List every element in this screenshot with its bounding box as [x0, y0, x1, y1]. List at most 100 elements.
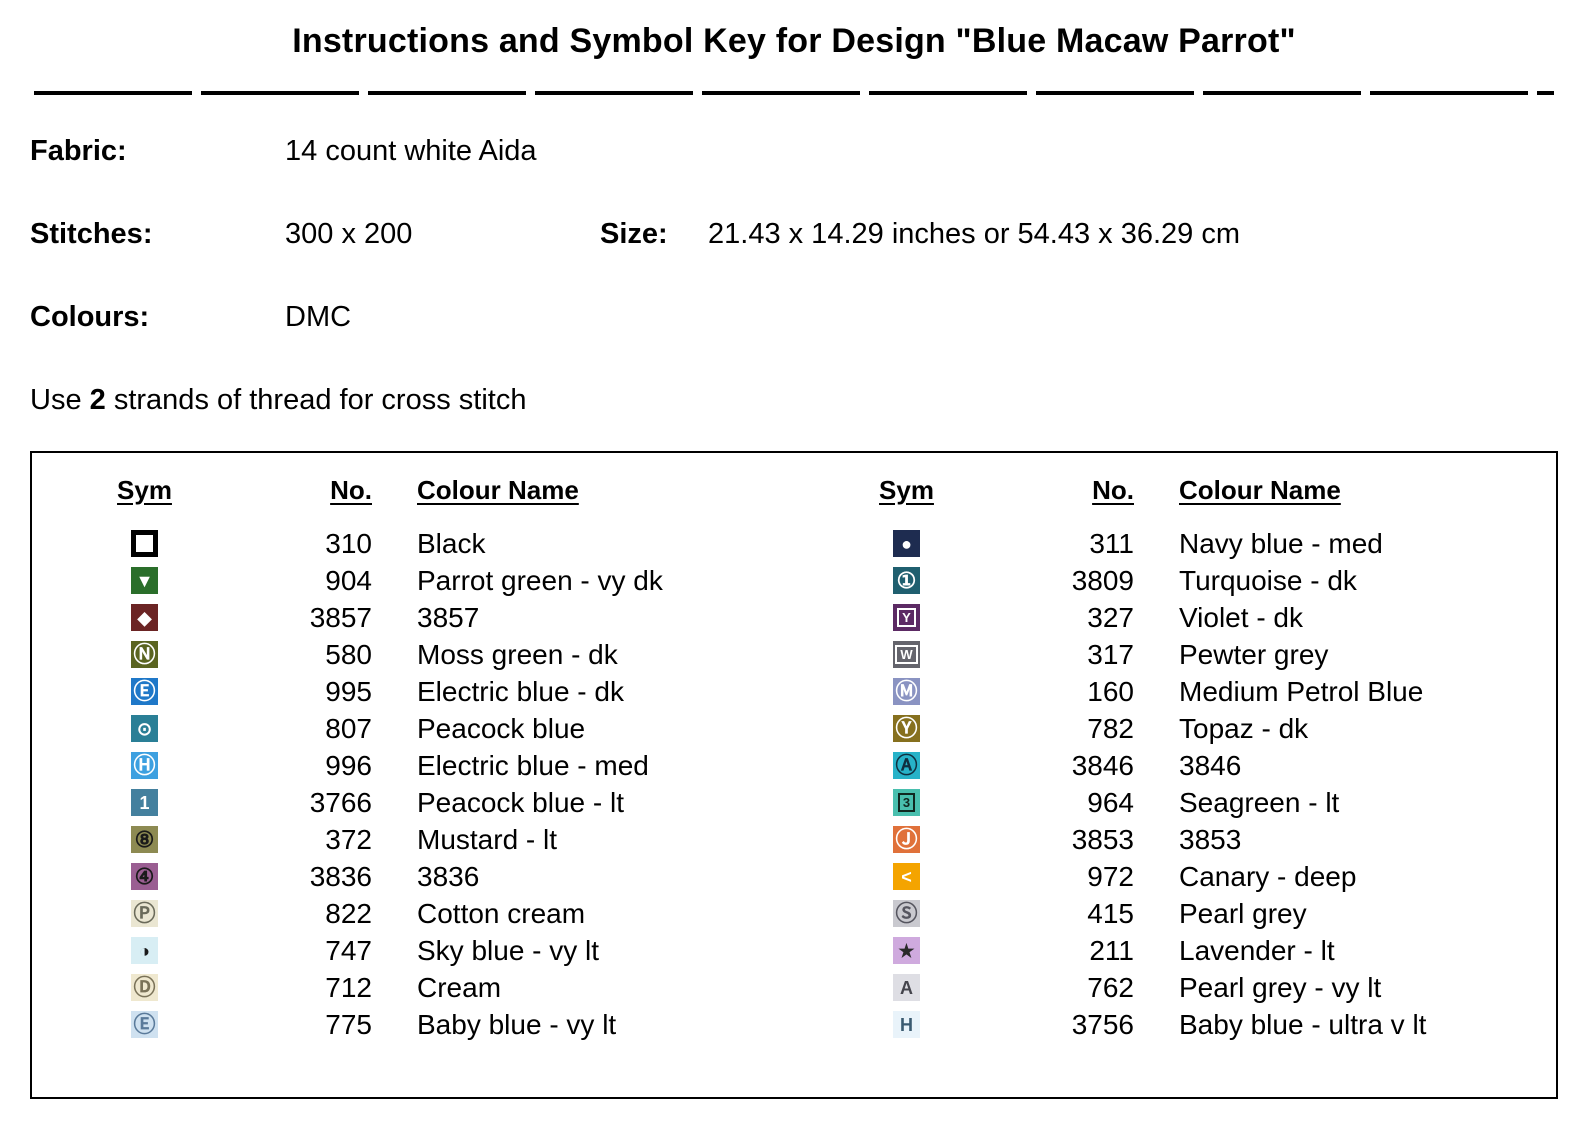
colour-name: Pearl grey - vy lt — [1179, 971, 1382, 1003]
size-label: Size: — [600, 218, 668, 250]
no-column-header: No. — [330, 474, 372, 505]
key-body: 310 Black ▼ 904 Parrot green - vy dk ◆ 3… — [32, 525, 1556, 1043]
symbol-key-row: 1 3766 Peacock blue - lt — [72, 784, 794, 821]
stitch-symbol-glyph: 1 — [139, 792, 150, 813]
fabric-row: Fabric: 14 count white Aida — [30, 135, 1558, 168]
symbol-cell: Ⓝ — [72, 641, 217, 668]
colour-name: Baby blue - ultra v lt — [1179, 1008, 1427, 1040]
stitch-symbol-glyph: ▼ — [135, 570, 154, 591]
colour-number: 972 — [1087, 860, 1134, 892]
stitch-symbol-glyph: ④ — [134, 863, 155, 889]
key-column-right: ● 311 Navy blue - med ① 3809 Turquoise -… — [794, 525, 1556, 1043]
strands-suffix: strands of thread for cross stitch — [105, 384, 527, 416]
symbol-key-table: Sym No. Colour Name Sym No. Colour Name … — [30, 451, 1558, 1099]
page-title: Instructions and Symbol Key for Design "… — [292, 22, 1296, 60]
stitch-symbol-glyph: Y — [897, 608, 916, 627]
key-column-left: 310 Black ▼ 904 Parrot green - vy dk ◆ 3… — [32, 525, 794, 1043]
colour-name: Seagreen - lt — [1179, 786, 1340, 818]
stitch-symbol-glyph: Ⓢ — [895, 900, 918, 926]
symbol-cell: ▼ — [72, 567, 217, 594]
colour-name: Cotton cream — [417, 897, 586, 929]
sym-column-header: Sym — [117, 474, 172, 505]
colour-number: 995 — [325, 675, 372, 707]
colour-number: 807 — [325, 712, 372, 744]
colour-number: 3756 — [1071, 1008, 1134, 1040]
colour-name: 3853 — [1179, 823, 1242, 855]
colour-name: Pewter grey — [1179, 638, 1329, 670]
symbol-cell: ◆ — [72, 604, 217, 631]
stitch-symbol: Y — [893, 604, 920, 631]
stitch-symbol: A — [893, 974, 920, 1001]
symbol-cell: W — [834, 641, 979, 668]
symbol-cell: Ⓢ — [834, 900, 979, 927]
colour-name: Peacock blue — [417, 712, 586, 744]
stitch-symbol-glyph: Ⓙ — [895, 826, 918, 852]
symbol-cell — [72, 530, 217, 557]
colour-name: Navy blue - med — [1179, 527, 1383, 559]
symbol-cell: ★ — [834, 937, 979, 964]
symbol-cell: ⊙ — [72, 715, 217, 742]
sym-column-header: Sym — [879, 474, 934, 505]
symbol-key-row: Ⓔ 775 Baby blue - vy lt — [72, 1006, 794, 1043]
symbol-cell: Ⓙ — [834, 826, 979, 853]
symbol-cell: Ⓓ — [72, 974, 217, 1001]
symbol-cell: 3 — [834, 789, 979, 816]
colour-number: 782 — [1087, 712, 1134, 744]
pattern-info: Fabric: 14 count white Aida Stitches: 30… — [30, 135, 1558, 417]
stitch-symbol: ⑧ — [131, 826, 158, 853]
colour-number: 762 — [1087, 971, 1134, 1003]
key-header-left: Sym No. Colour Name — [32, 469, 794, 511]
colour-name: Turquoise - dk — [1179, 564, 1357, 596]
colour-name: 3836 — [417, 860, 480, 892]
stitches-value: 300 x 200 — [285, 218, 413, 250]
symbol-cell: Ⓨ — [834, 715, 979, 742]
stitch-symbol: ① — [893, 567, 920, 594]
fabric-label: Fabric: — [30, 135, 127, 167]
symbol-key-row: Ⓗ 996 Electric blue - med — [72, 747, 794, 784]
strands-count: 2 — [89, 384, 106, 416]
symbol-key-row: 310 Black — [72, 525, 794, 562]
symbol-key-row: Y 327 Violet - dk — [834, 599, 1556, 636]
colour-number: 415 — [1087, 897, 1134, 929]
symbol-key-row: ⊙ 807 Peacock blue — [72, 710, 794, 747]
colour-number: 712 — [325, 971, 372, 1003]
colour-number: 327 — [1087, 601, 1134, 633]
colours-row: Colours: DMC — [30, 301, 1558, 334]
stitch-symbol-glyph: ◑ — [139, 940, 150, 961]
symbol-key-row: 3 964 Seagreen - lt — [834, 784, 1556, 821]
symbol-key-row: < 972 Canary - deep — [834, 858, 1556, 895]
stitch-symbol: Ⓟ — [131, 900, 158, 927]
stitch-symbol-glyph: Ⓗ — [133, 752, 156, 778]
colour-number: 211 — [1089, 934, 1134, 966]
stitch-symbol-glyph: A — [900, 977, 913, 998]
symbol-cell: Ⓐ — [834, 752, 979, 779]
stitch-symbol: ◆ — [131, 604, 158, 631]
colour-name: 3846 — [1179, 749, 1242, 781]
symbol-cell: Y — [834, 604, 979, 631]
stitch-symbol: ● — [893, 530, 920, 557]
colour-name: Black — [417, 527, 486, 559]
colour-name-column-header: Colour Name — [1179, 474, 1341, 505]
symbol-cell: Ⓗ — [72, 752, 217, 779]
colour-number: 3766 — [309, 786, 372, 818]
stitch-symbol: Ⓔ — [131, 678, 158, 705]
stitch-symbol: H — [893, 1011, 920, 1038]
stitch-symbol: ★ — [893, 937, 920, 964]
stitch-symbol: Ⓔ — [131, 1011, 158, 1038]
stitch-symbol-glyph: Ⓔ — [133, 678, 156, 704]
stitch-symbol-glyph: ● — [901, 533, 912, 554]
colour-name: Parrot green - vy dk — [417, 564, 663, 596]
symbol-key-row: ★ 211 Lavender - lt — [834, 932, 1556, 969]
colour-number: 3857 — [309, 601, 372, 633]
strands-prefix: Use — [30, 384, 90, 416]
stitch-symbol: Ⓜ — [893, 678, 920, 705]
symbol-cell: ◑ — [72, 937, 217, 964]
colour-name: 3857 — [417, 601, 480, 633]
stitch-symbol: W — [893, 641, 920, 668]
colour-number: 310 — [325, 527, 372, 559]
symbol-key-row: Ⓢ 415 Pearl grey — [834, 895, 1556, 932]
colour-number: 160 — [1087, 675, 1134, 707]
colour-number: 747 — [325, 934, 372, 966]
colour-number: 3853 — [1071, 823, 1134, 855]
stitch-symbol-glyph: Ⓐ — [895, 752, 918, 778]
